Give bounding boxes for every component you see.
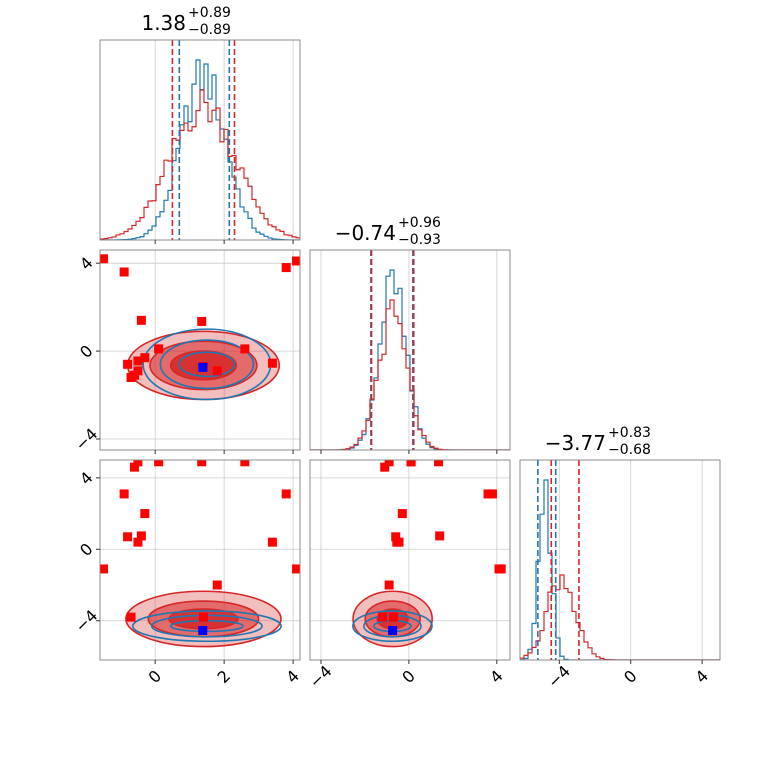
title-minus-1: −0.93 (398, 232, 441, 248)
title-minus-0: −0.89 (188, 22, 231, 38)
title-value-1: −0.74 (335, 221, 396, 245)
contour-a-2-0-2 (131, 610, 282, 643)
tick-label-x-1-2: 4 (486, 666, 507, 687)
sample-point-2-0-6 (267, 537, 277, 547)
tick-label-x-2-2: 4 (691, 666, 712, 687)
tick-label-x-1-0: −4 (306, 662, 336, 692)
sample-point-2-0-9 (126, 612, 136, 622)
sample-point-2-0-11 (140, 509, 150, 519)
tick-label-y-2-2: 4 (76, 468, 97, 489)
sample-point-2-0-12 (133, 537, 143, 547)
panel-frame-2-1 (309, 459, 511, 661)
sample-point-2-1-7 (384, 580, 394, 590)
panel-2-0 (100, 460, 300, 660)
sample-point-2-1-15 (406, 460, 416, 467)
sample-point-1-0-6 (267, 358, 277, 368)
contour-a-1-0-1 (159, 339, 255, 390)
panel-2-2 (520, 460, 720, 660)
tick-label-x-0-2: 4 (282, 666, 303, 687)
sample-point-2-0-13 (281, 489, 291, 499)
sample-point-2-0-8 (198, 612, 208, 622)
truth-point-2-0 (198, 626, 208, 636)
sample-point-2-0-15 (154, 460, 164, 467)
sample-point-1-0-0 (100, 254, 108, 264)
sample-point-1-0-10 (123, 359, 133, 369)
title-value-0: 1.38 (141, 11, 186, 35)
sample-point-2-1-13 (487, 489, 497, 499)
sample-point-1-0-11 (140, 353, 150, 363)
sample-point-2-0-4 (133, 460, 143, 467)
panel-frame-2-0 (99, 459, 301, 661)
title-plus-2: +0.83 (608, 425, 651, 441)
panel-1-1 (310, 250, 510, 450)
marginal-hist-2-a (520, 479, 720, 660)
sample-point-2-0-1 (119, 489, 129, 499)
tick-label-x-1-1: 0 (398, 666, 419, 687)
sample-point-2-0-7 (212, 580, 222, 590)
sample-point-2-0-0 (100, 564, 108, 574)
truth-point-1-0 (198, 362, 208, 372)
sample-point-1-0-14 (292, 256, 300, 266)
panel-1-0 (100, 250, 300, 450)
panel-frame-1-0 (99, 249, 301, 451)
sample-point-1-0-2 (136, 315, 146, 325)
marginal-hist-1-b (310, 299, 510, 450)
title-plus-1: +0.96 (398, 215, 441, 231)
contour-a-1-0-0 (178, 351, 236, 378)
sample-point-1-0-9 (126, 372, 136, 382)
sample-point-1-0-15 (154, 344, 164, 354)
tick-label-x-0-0: 0 (144, 666, 165, 687)
sample-point-2-1-11 (397, 509, 407, 519)
marginal-hist-1-a (310, 269, 510, 450)
sample-point-2-1-8 (389, 612, 399, 622)
title-plus-0: +0.89 (188, 5, 231, 21)
sample-point-2-0-3 (129, 462, 139, 472)
sample-point-2-0-10 (123, 532, 133, 542)
tick-label-x-2-0: −4 (544, 662, 574, 692)
truth-point-2-1 (388, 626, 398, 636)
panel-frame-1-1 (309, 249, 511, 451)
sample-point-2-0-5 (240, 460, 250, 467)
title-value-2: −3.77 (545, 431, 606, 455)
sample-point-1-0-12 (133, 356, 143, 366)
sample-point-2-0-2 (136, 531, 146, 541)
sample-point-2-0-14 (292, 564, 300, 574)
sample-point-2-1-2 (435, 531, 445, 541)
panel-2-1 (310, 460, 510, 660)
panel-frame-2-2 (519, 459, 721, 661)
panel-frame-0-0 (99, 39, 301, 241)
tick-label-y-1-2: 4 (76, 253, 97, 274)
sample-point-1-0-4 (133, 366, 143, 376)
title-minus-2: −0.68 (608, 442, 651, 458)
sample-point-1-0-16 (197, 316, 207, 326)
sample-point-1-0-1 (119, 267, 129, 277)
sample-point-2-1-3 (380, 462, 390, 472)
tick-label-y-1-1: 0 (76, 341, 97, 362)
tick-label-x-2-1: 0 (620, 666, 641, 687)
panel-0-0 (100, 40, 300, 240)
tick-label-y-2-1: 0 (76, 539, 97, 560)
sample-point-1-0-7 (212, 366, 222, 376)
sample-point-2-1-4 (384, 460, 394, 467)
sample-point-2-0-16 (197, 460, 207, 467)
tick-label-y-2-0: −4 (71, 606, 101, 636)
marginal-hist-0-a (100, 59, 300, 240)
sample-point-1-0-5 (240, 344, 250, 354)
marginal-hist-0-b (100, 89, 300, 240)
sample-point-2-1-12 (394, 537, 404, 547)
sample-point-2-1-14 (494, 564, 504, 574)
contour-a-2-1-2 (352, 610, 433, 643)
sample-point-2-1-16 (434, 460, 444, 467)
marginal-hist-2-b (520, 574, 720, 660)
tick-label-y-1-0: −4 (71, 424, 101, 454)
sample-point-2-1-9 (378, 612, 388, 622)
sample-point-1-0-13 (281, 263, 291, 273)
sample-point-2-1-10 (391, 532, 401, 542)
tick-label-x-0-1: 2 (213, 666, 234, 687)
